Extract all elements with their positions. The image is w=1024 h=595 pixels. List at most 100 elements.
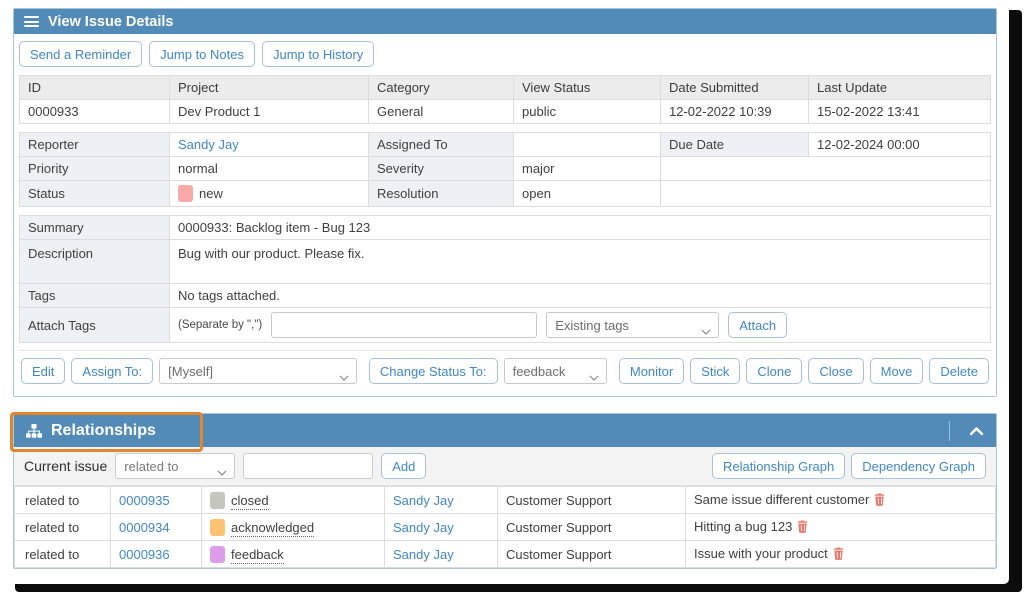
existing-tags-select-value: Existing tags [555, 317, 629, 333]
monitor-button[interactable]: Monitor [618, 358, 685, 384]
issue-info-table: ID Project Category View Status Date Sub… [19, 75, 991, 124]
move-button[interactable]: Move [869, 358, 924, 384]
related-issue-id-input[interactable] [243, 453, 374, 479]
existing-tags-select[interactable]: Existing tags [546, 312, 720, 338]
related-project: Customer Support [497, 486, 686, 514]
relation-type: related to [14, 513, 111, 541]
description-label: Description [19, 239, 170, 284]
tags-row: Tags No tags attached. [19, 283, 991, 308]
add-relationship-row: Current issue related to Add Relationshi… [14, 447, 996, 486]
page-title: View Issue Details [48, 13, 174, 30]
related-user-link[interactable]: Sandy Jay [393, 546, 454, 562]
chevron-down-icon [217, 464, 227, 479]
relationships-panel: Relationships Current issue related to A… [10, 412, 997, 569]
attach-button[interactable]: Attach [728, 312, 788, 338]
change-status-select-value: feedback [512, 363, 566, 379]
relation-type-select[interactable]: related to [115, 453, 236, 479]
related-user-link[interactable]: Sandy Jay [393, 519, 454, 535]
assign-to-button[interactable]: Assign To: [71, 358, 154, 384]
status-row: Status new Resolution open [19, 180, 991, 207]
related-issue-link[interactable]: 0000935 [119, 492, 170, 508]
delete-relationship-icon[interactable] [874, 492, 885, 509]
add-relationship-button[interactable]: Add [381, 453, 427, 479]
status-label: Status [19, 180, 170, 207]
issue-last-update: 15-02-2022 13:41 [808, 99, 991, 124]
relationships-header: Relationships [10, 412, 996, 452]
status-color-swatch [210, 491, 225, 509]
issue-category: General [368, 99, 514, 124]
related-comment-cell: Issue with your product [685, 540, 996, 568]
chevron-down-icon [589, 369, 599, 384]
status-cell: new [169, 180, 369, 207]
col-header-view-status: View Status [513, 75, 661, 100]
edit-button[interactable]: Edit [21, 358, 66, 384]
assign-to-select-value: [Myself] [168, 363, 213, 379]
issue-actions-bar: Edit Assign To: [Myself] Change Status T… [19, 350, 991, 391]
related-issue-link[interactable]: 0000934 [119, 519, 170, 535]
col-header-id: ID [19, 75, 170, 100]
resolution-label: Resolution [368, 180, 514, 207]
attach-tags-row: Attach Tags (Separate by ",") Existing t… [19, 307, 991, 343]
reporter-link[interactable]: Sandy Jay [178, 137, 239, 152]
related-user-link[interactable]: Sandy Jay [393, 492, 454, 508]
issue-id: 0000933 [19, 99, 170, 124]
dependency-graph-button[interactable]: Dependency Graph [851, 453, 986, 479]
relationship-graph-button[interactable]: Relationship Graph [711, 453, 846, 479]
issue-date-submitted: 12-02-2022 10:39 [660, 99, 809, 124]
related-status: closed [231, 492, 269, 510]
screenshot-page: View Issue Details Send a Reminder Jump … [10, 8, 997, 569]
relationships-table: related to 0000935 closed Sandy Jay Cust… [14, 486, 996, 568]
related-status-cell: closed [201, 486, 385, 514]
jump-to-history-button[interactable]: Jump to History [262, 41, 375, 67]
related-comment: Same issue different customer [694, 491, 870, 507]
relationship-row: related to 0000935 closed Sandy Jay Cust… [14, 486, 996, 514]
status-value: new [199, 186, 223, 201]
priority-row-empty [660, 156, 991, 181]
jump-to-notes-button[interactable]: Jump to Notes [149, 41, 255, 67]
stick-button[interactable]: Stick [690, 358, 741, 384]
view-issue-details-header: View Issue Details [14, 9, 996, 34]
assigned-to-value [513, 132, 661, 157]
close-button[interactable]: Close [808, 358, 864, 384]
change-status-button[interactable]: Change Status To: [368, 358, 498, 384]
related-comment-cell: Same issue different customer [685, 486, 996, 514]
col-header-date-submitted: Date Submitted [660, 75, 809, 100]
tags-label: Tags [19, 283, 170, 308]
delete-button[interactable]: Delete [929, 358, 989, 384]
related-status: feedback [231, 546, 284, 564]
issue-people-table: Reporter Sandy Jay Assigned To Due Date … [19, 132, 991, 207]
related-comment: Hitting a bug 123 [694, 518, 793, 534]
separate-hint: (Separate by ",") [178, 319, 263, 331]
issue-view-status: public [513, 99, 661, 124]
relationship-row: related to 0000934 acknowledged Sandy Ja… [14, 513, 996, 541]
related-project: Customer Support [497, 540, 686, 568]
priority-row: Priority normal Severity major [19, 156, 991, 181]
delete-relationship-icon[interactable] [833, 546, 844, 563]
relation-type: related to [14, 540, 111, 568]
clone-button[interactable]: Clone [746, 358, 803, 384]
reporter-label: Reporter [19, 132, 170, 157]
delete-relationship-icon[interactable] [797, 519, 808, 536]
menu-icon[interactable] [24, 16, 39, 27]
header-divider [949, 420, 950, 441]
assign-to-select[interactable]: [Myself] [159, 358, 357, 384]
assigned-to-label: Assigned To [368, 132, 514, 157]
related-issue-link[interactable]: 0000936 [119, 546, 170, 562]
col-header-project: Project [169, 75, 369, 100]
status-color-swatch [178, 185, 193, 202]
collapse-section-button[interactable] [969, 426, 984, 436]
related-status: acknowledged [231, 519, 315, 537]
change-status-select[interactable]: feedback [503, 358, 607, 384]
info-value-row: 0000933 Dev Product 1 General public 12-… [19, 99, 991, 124]
due-date-value: 12-02-2024 00:00 [808, 132, 991, 157]
status-color-swatch [210, 518, 225, 536]
summary-row: Summary 0000933: Backlog item - Bug 123 [19, 215, 991, 240]
current-issue-label: Current issue [24, 458, 108, 474]
send-reminder-button[interactable]: Send a Reminder [19, 41, 143, 67]
priority-value: normal [169, 156, 369, 181]
tag-input[interactable] [271, 312, 538, 338]
status-row-empty [660, 180, 991, 207]
description-row: Description Bug with our product. Please… [19, 239, 991, 284]
chevron-down-icon [339, 369, 349, 384]
description-value: Bug with our product. Please fix. [169, 239, 991, 284]
